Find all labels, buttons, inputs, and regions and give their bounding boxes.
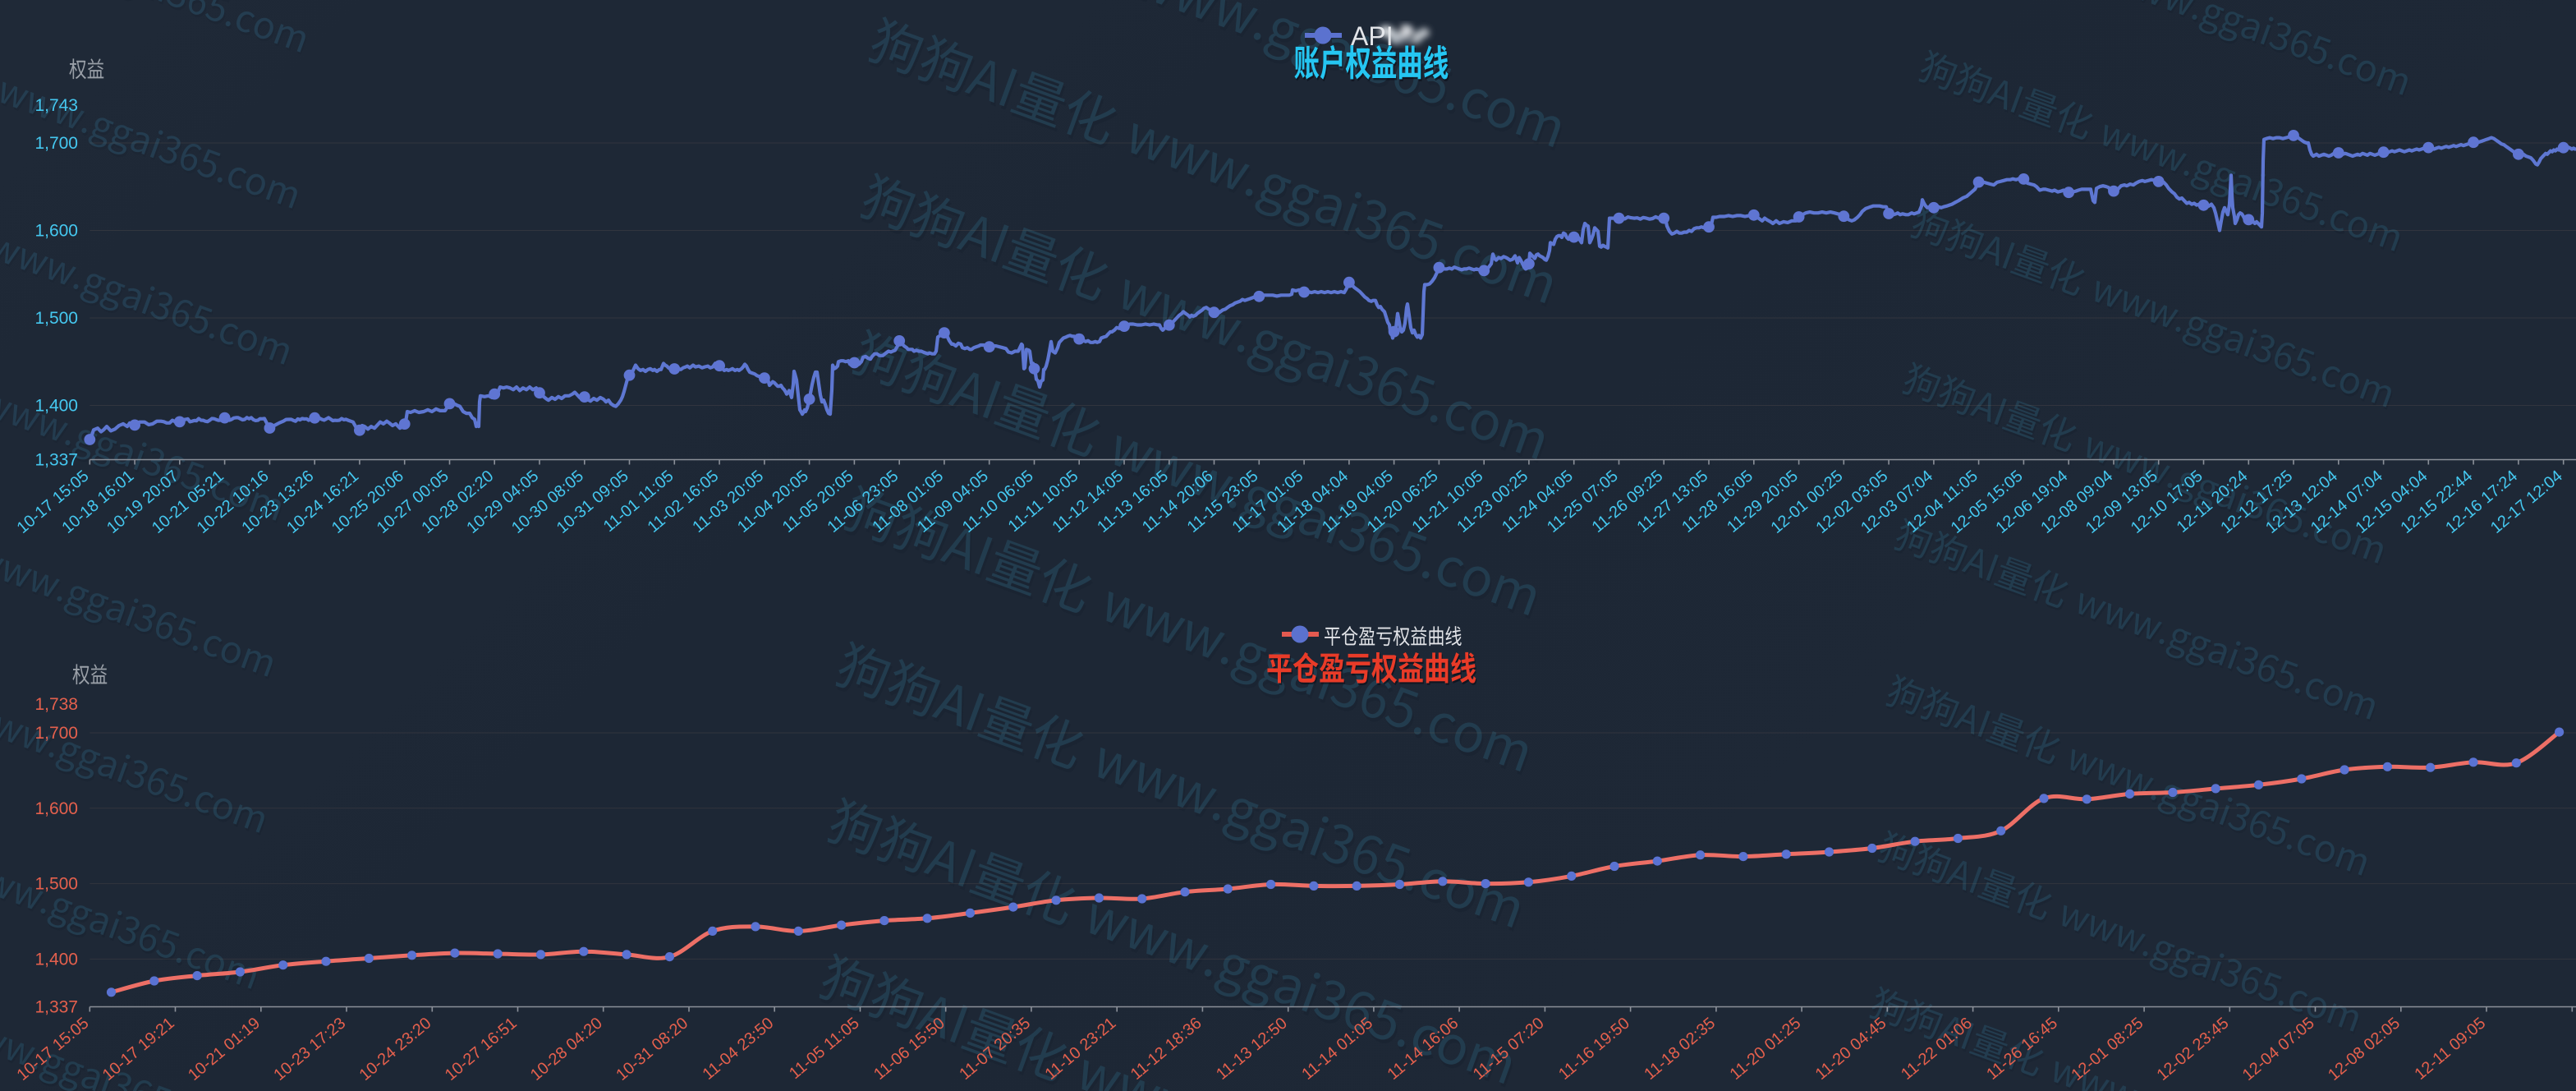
svg-text:12-01 08:25: 12-01 08:25 [2068,1014,2147,1084]
svg-text:11-20 04:45: 11-20 04:45 [1812,1014,1890,1084]
svg-text:1,700: 1,700 [34,134,78,153]
svg-text:10-24 23:20: 10-24 23:20 [356,1014,435,1084]
svg-text:12-02 23:45: 12-02 23:45 [2154,1014,2233,1084]
svg-text:12-04 07:05: 12-04 07:05 [2239,1014,2318,1084]
svg-text:11-04 23:50: 11-04 23:50 [700,1014,778,1084]
svg-text:1,500: 1,500 [34,875,78,894]
svg-text:10-31 08:20: 10-31 08:20 [613,1014,691,1084]
svg-text:1,738: 1,738 [34,695,78,714]
svg-text:11-20 01:25: 11-20 01:25 [1727,1014,1805,1084]
svg-text:1,600: 1,600 [34,222,78,241]
svg-text:11-12 18:36: 11-12 18:36 [1127,1014,1205,1084]
svg-text:11-13 12:50: 11-13 12:50 [1213,1014,1291,1084]
svg-text:11-16 19:50: 11-16 19:50 [1555,1014,1633,1084]
svg-text:10-28 04:20: 10-28 04:20 [527,1014,606,1084]
svg-text:10-27 16:51: 10-27 16:51 [442,1014,521,1084]
svg-text:11-05 11:05: 11-05 11:05 [786,1014,863,1083]
svg-text:1,400: 1,400 [34,397,78,416]
svg-text:11-18 02:35: 11-18 02:35 [1641,1014,1719,1084]
svg-text:1,700: 1,700 [34,724,78,743]
svg-text:10-23 17:23: 10-23 17:23 [270,1014,349,1084]
svg-text:10-17 19:21: 10-17 19:21 [99,1014,178,1084]
svg-text:1,400: 1,400 [34,950,78,969]
svg-text:1,743: 1,743 [34,96,78,115]
svg-text:11-10 23:21: 11-10 23:21 [1042,1014,1120,1084]
svg-text:12-11 09:05: 12-11 09:05 [2411,1014,2489,1084]
svg-text:11-14 01:05: 11-14 01:05 [1298,1014,1376,1084]
svg-text:1,337: 1,337 [34,451,78,470]
svg-text:1,337: 1,337 [34,998,78,1017]
svg-text:10-21 01:19: 10-21 01:19 [185,1014,264,1084]
svg-text:1,500: 1,500 [34,309,78,328]
svg-text:1,600: 1,600 [34,799,78,818]
svg-text:12-08 02:05: 12-08 02:05 [2325,1014,2404,1084]
